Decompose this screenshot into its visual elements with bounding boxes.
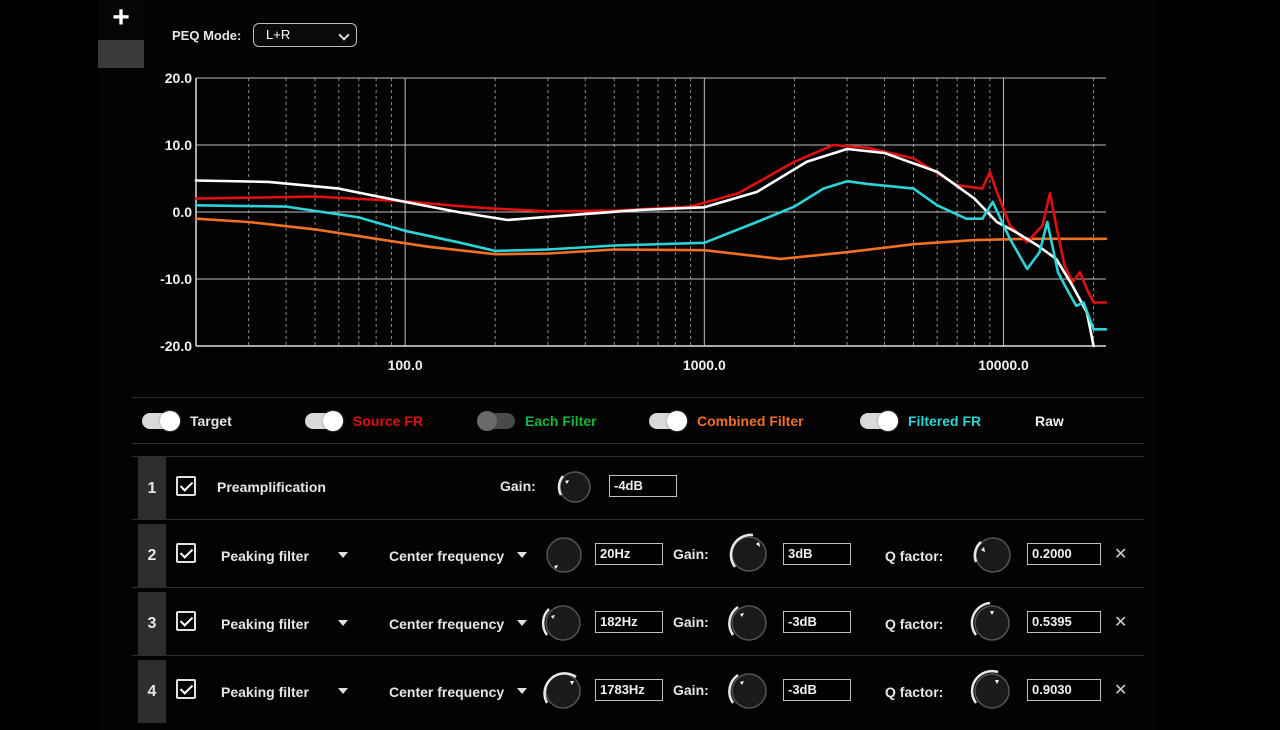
- divider: [132, 519, 1144, 520]
- filter-type-label[interactable]: Peaking filter: [221, 684, 309, 700]
- frequency-knob[interactable]: [539, 599, 587, 647]
- remove-filter-icon[interactable]: ✕: [1114, 546, 1128, 563]
- chart-series: [194, 143, 1108, 348]
- param-dropdown-icon[interactable]: [517, 552, 527, 558]
- preamp-gain-input[interactable]: -4dB: [609, 475, 677, 497]
- filter-type-dropdown-icon[interactable]: [338, 552, 348, 558]
- combined-filter-toggle[interactable]: [649, 411, 687, 431]
- divider: [132, 397, 1144, 398]
- x-tick-label: 100.0: [388, 357, 423, 373]
- filtered-fr-toggle[interactable]: [860, 411, 898, 431]
- filter-row: 3 Peaking filter Center frequency 182Hz …: [136, 592, 1144, 655]
- row-number: 1: [138, 457, 166, 520]
- filter-enable-checkbox[interactable]: [176, 679, 196, 699]
- gain-label: Gain:: [500, 478, 536, 494]
- gain-input[interactable]: 3dB: [783, 543, 851, 565]
- legend-source-fr[interactable]: Source FR: [353, 413, 424, 429]
- series-combined-filter: [194, 217, 1108, 261]
- preamp-row: 1 Preamplification Gain: -4dB: [136, 457, 1144, 520]
- target-toggle[interactable]: [142, 411, 180, 431]
- filter-row: 2 Peaking filter Center frequency 20Hz G…: [136, 524, 1144, 587]
- legend-filtered-fr[interactable]: Filtered FR: [908, 413, 982, 429]
- gain-input[interactable]: -3dB: [783, 611, 851, 633]
- q-factor-knob[interactable]: [968, 667, 1016, 715]
- series-filtered-fr: [194, 179, 1108, 331]
- chart-grid: [195, 77, 1106, 347]
- preamp-label: Preamplification: [217, 479, 326, 495]
- x-axis-labels: 100.0 1000.0 10000.0: [388, 357, 1029, 373]
- preamp-gain-knob[interactable]: [553, 465, 597, 509]
- legend-raw[interactable]: Raw: [1035, 413, 1064, 429]
- filter-type-label[interactable]: Peaking filter: [221, 548, 309, 564]
- frequency-response-chart: 20.0 10.0 0.0 -10.0 -20.0 100.0 1000.0 1…: [160, 70, 1108, 373]
- series-target: [194, 147, 1095, 348]
- gain-knob[interactable]: [725, 530, 773, 578]
- divider: [132, 655, 1144, 656]
- each-filter-toggle[interactable]: [477, 411, 515, 431]
- q-factor-input[interactable]: 0.2000: [1027, 543, 1101, 565]
- row-number: 4: [138, 660, 166, 723]
- y-tick-label: 20.0: [165, 70, 192, 86]
- y-axis-labels: 20.0 10.0 0.0 -10.0 -20.0: [160, 70, 192, 354]
- legend-combined-filter[interactable]: Combined Filter: [697, 413, 804, 429]
- y-tick-label: -10.0: [160, 271, 192, 287]
- filter-row: 4 Peaking filter Center frequency 1783Hz…: [136, 660, 1144, 723]
- filter-type-label[interactable]: Peaking filter: [221, 616, 309, 632]
- x-tick-label: 1000.0: [683, 357, 726, 373]
- param-label[interactable]: Center frequency: [389, 616, 505, 632]
- frequency-input[interactable]: 1783Hz: [595, 679, 663, 701]
- q-factor-label: Q factor:: [885, 684, 944, 700]
- series-source-fr: [194, 143, 1108, 304]
- preamp-enable-checkbox[interactable]: [176, 476, 196, 496]
- y-tick-label: 0.0: [173, 204, 193, 220]
- y-tick-label: 10.0: [165, 137, 192, 153]
- param-label[interactable]: Center frequency: [389, 684, 505, 700]
- filter-enable-checkbox[interactable]: [176, 611, 196, 631]
- frequency-input[interactable]: 182Hz: [595, 611, 663, 633]
- param-dropdown-icon[interactable]: [517, 688, 527, 694]
- source-fr-toggle[interactable]: [305, 411, 343, 431]
- peq-mode-value: L+R: [266, 27, 291, 42]
- frequency-knob[interactable]: [539, 667, 587, 715]
- peq-mode-select[interactable]: L+R: [253, 23, 357, 47]
- eq-panel: [98, 0, 1158, 730]
- filter-type-dropdown-icon[interactable]: [338, 620, 348, 626]
- legend-target[interactable]: Target: [190, 413, 232, 429]
- y-tick-label: -20.0: [160, 338, 192, 354]
- remove-filter-icon[interactable]: ✕: [1114, 614, 1128, 631]
- param-dropdown-icon[interactable]: [517, 620, 527, 626]
- gain-knob[interactable]: [725, 667, 773, 715]
- divider: [132, 456, 1144, 457]
- x-tick-label: 10000.0: [978, 357, 1029, 373]
- q-factor-label: Q factor:: [885, 616, 944, 632]
- frequency-knob[interactable]: [541, 532, 587, 578]
- filter-enable-checkbox[interactable]: [176, 543, 196, 563]
- chevron-down-icon: [338, 29, 350, 41]
- remove-filter-icon[interactable]: ✕: [1114, 682, 1128, 699]
- frequency-input[interactable]: 20Hz: [595, 543, 663, 565]
- q-factor-input[interactable]: 0.9030: [1027, 679, 1101, 701]
- gain-label: Gain:: [673, 614, 709, 630]
- add-filter-button[interactable]: +: [98, 0, 144, 40]
- param-label[interactable]: Center frequency: [389, 548, 505, 564]
- q-factor-label: Q factor:: [885, 548, 944, 564]
- row-number: 2: [138, 524, 166, 587]
- add-button-strip: [98, 40, 144, 68]
- row-number: 3: [138, 592, 166, 655]
- gain-label: Gain:: [673, 682, 709, 698]
- divider: [132, 587, 1144, 588]
- q-factor-knob[interactable]: [970, 532, 1016, 578]
- gain-knob[interactable]: [725, 599, 773, 647]
- gain-input[interactable]: -3dB: [783, 679, 851, 701]
- filter-type-dropdown-icon[interactable]: [338, 688, 348, 694]
- divider: [132, 443, 1144, 444]
- q-factor-knob[interactable]: [968, 599, 1016, 647]
- q-factor-input[interactable]: 0.5395: [1027, 611, 1101, 633]
- legend-each-filter[interactable]: Each Filter: [525, 413, 597, 429]
- gain-label: Gain:: [673, 546, 709, 562]
- peq-mode-label: PEQ Mode:: [172, 28, 242, 43]
